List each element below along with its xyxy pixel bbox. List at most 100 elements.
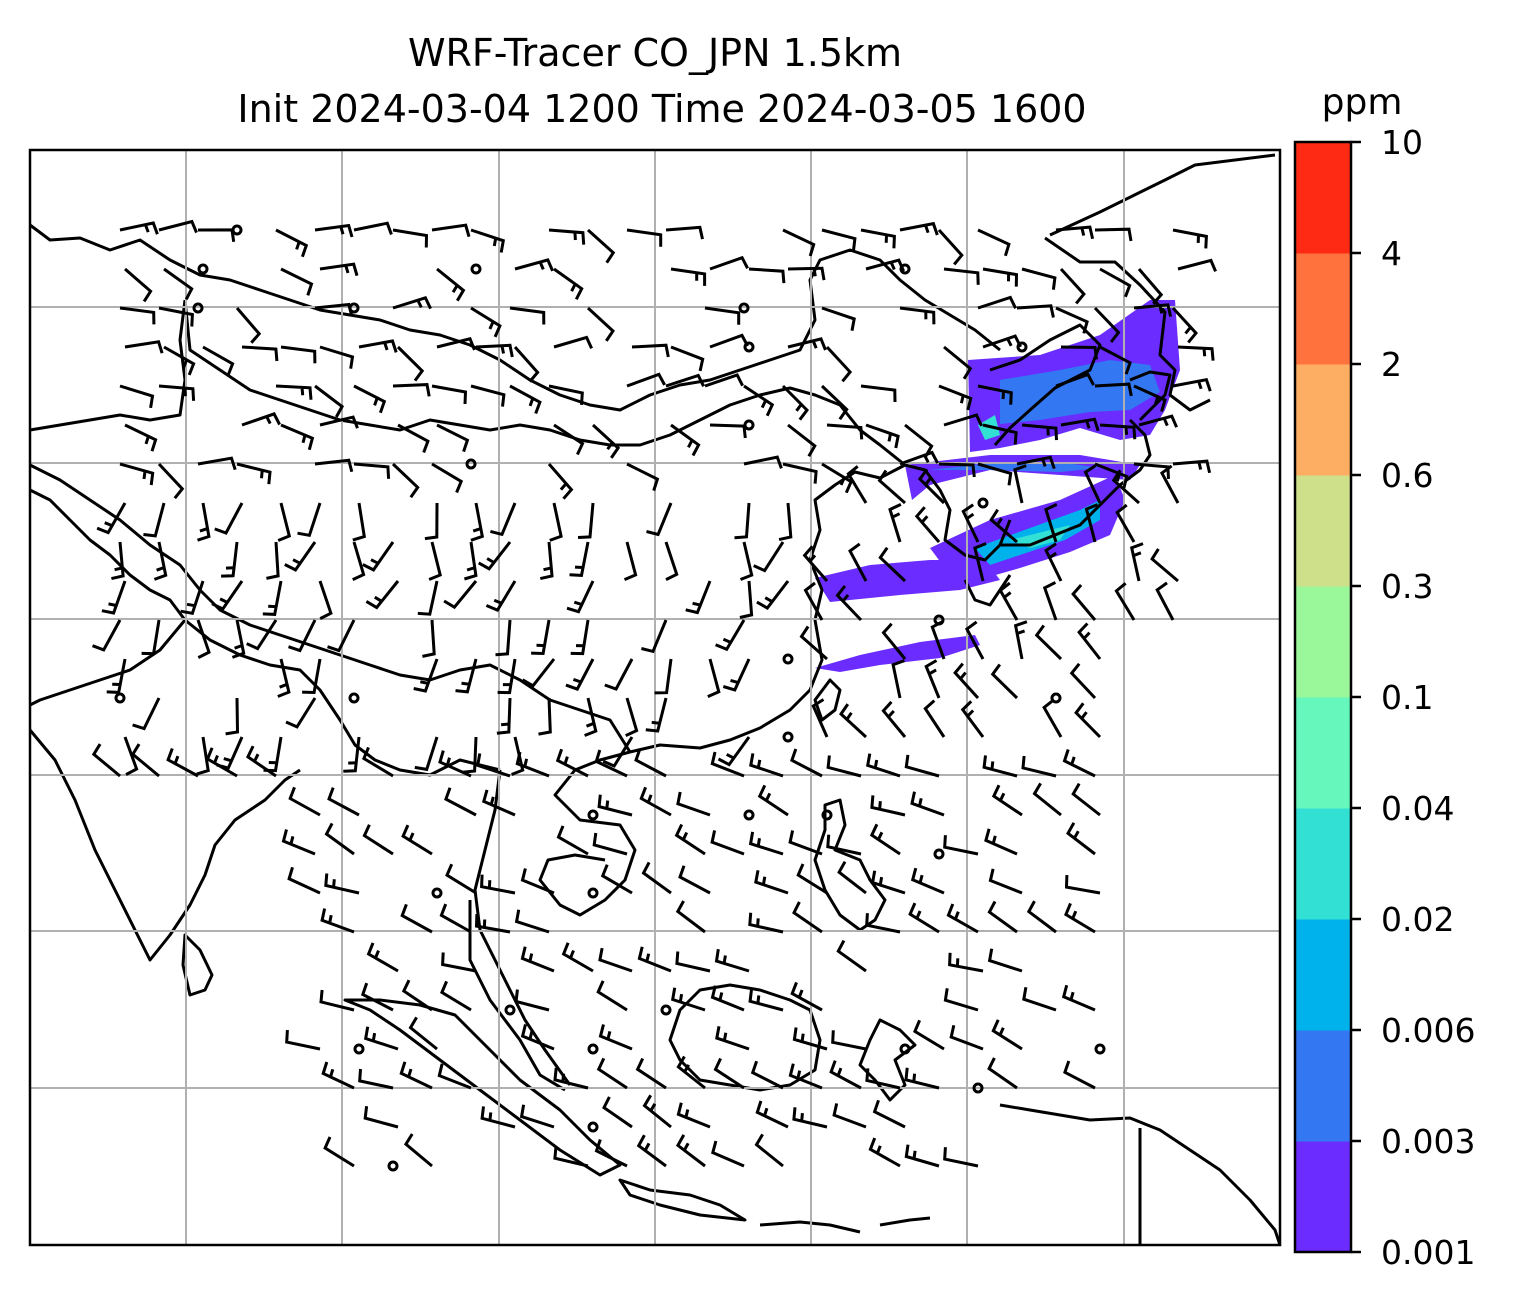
wind-barb (678, 865, 711, 895)
wind-barb (739, 541, 754, 581)
wind-barb (1172, 377, 1212, 392)
colorbar-tick-label: 0.04 (1381, 789, 1454, 828)
wind-barb (1137, 268, 1164, 305)
wind-barb (353, 462, 391, 479)
wind-barb (675, 1134, 706, 1168)
colorbar-ticks: 0.001 0.003 0.006 0.02 0.04 0.1 0.3 0.6 2 4 10 (1351, 123, 1475, 1272)
wind-barb (743, 384, 775, 417)
wind-barb (930, 620, 946, 660)
wind-barb (318, 580, 333, 620)
wind-barb (437, 1063, 472, 1090)
wind-barb (991, 784, 1023, 817)
wind-barb (285, 1030, 321, 1051)
wind-barb (787, 337, 827, 351)
wind-barb (826, 755, 862, 778)
wind-barb (899, 450, 939, 466)
wind-barb (642, 1094, 672, 1129)
coastline-indochina (538, 750, 637, 917)
wind-barb (241, 345, 279, 362)
wind-barb (881, 700, 907, 738)
wind-barb (1094, 227, 1133, 242)
wind-barb (717, 736, 751, 767)
wind-barb (352, 541, 366, 581)
wind-barb (943, 1147, 979, 1168)
wind-barb (399, 1061, 433, 1090)
wind-barb (788, 830, 823, 856)
wind-barb (553, 1067, 589, 1090)
wind-barb (625, 697, 639, 737)
wind-barb (943, 345, 973, 380)
wind-barb (796, 863, 828, 895)
map-frame (28, 148, 1282, 1247)
wind-barb (413, 658, 439, 693)
wind-barb (977, 295, 1017, 310)
wind-barb (1063, 1060, 1096, 1090)
wind-barb (734, 502, 751, 540)
colorbar-segment (1295, 1141, 1351, 1253)
wind-barb (343, 736, 361, 773)
wind-barb (553, 1146, 589, 1168)
wind-barb (391, 462, 420, 499)
wind-barb (1172, 459, 1212, 474)
wind-barb (288, 786, 321, 817)
wind-barb (811, 698, 829, 738)
wind-barb (119, 221, 159, 235)
wind-barb (674, 823, 706, 856)
wind-barb (515, 751, 550, 778)
wind-barb (868, 1137, 901, 1168)
wind-barb (709, 333, 749, 349)
wind-barb (327, 787, 360, 817)
colorbar-tick-label: 0.001 (1381, 1233, 1475, 1272)
wind-barb (553, 423, 585, 456)
wind-barb (521, 658, 556, 688)
wind-barb (91, 743, 121, 778)
wind-barb (675, 951, 711, 973)
coastline-sulawesi (858, 1018, 917, 1102)
wind-barb (1115, 503, 1136, 543)
wind-barb (280, 267, 314, 296)
wind-barb (520, 868, 555, 895)
coastline-hokkaido (1129, 370, 1172, 422)
wind-barb (756, 580, 790, 610)
wind-barb (314, 458, 354, 473)
wind-barb (403, 1133, 433, 1168)
wind-barb (319, 345, 355, 369)
border-south-asia (29, 463, 632, 753)
wind-barb (991, 1019, 1023, 1051)
wind-barb (596, 980, 628, 1012)
wind-barb (943, 988, 979, 1012)
calm-wind-marker (348, 302, 360, 314)
wind-barb (711, 1140, 745, 1168)
wind-barb (923, 699, 946, 738)
wind-barb (400, 903, 433, 934)
wind-barb (362, 824, 394, 856)
colorbar-tick-label: 0.3 (1381, 567, 1433, 606)
coastline-sri-lanka (181, 933, 214, 997)
border-west (29, 299, 187, 432)
wind-barb (670, 345, 705, 372)
wind-barb (826, 834, 862, 856)
wind-barb (431, 223, 471, 238)
wind-barb (598, 947, 633, 973)
wind-barb (495, 619, 512, 657)
wind-barb (455, 658, 478, 694)
wind-barb (675, 900, 706, 934)
calm-wind-marker (587, 1121, 599, 1133)
wind-barb (280, 423, 315, 451)
map-panel[interactable] (28, 148, 1282, 1247)
wind-barb (205, 747, 238, 778)
coastline-lesser-sunda (759, 1216, 931, 1234)
wind-barb (821, 306, 856, 331)
wind-barb (321, 1061, 355, 1090)
wind-barb (475, 343, 514, 358)
colorbar-segment (1295, 586, 1351, 698)
wind-barb (846, 465, 868, 504)
wind-barb (910, 867, 945, 895)
wind-barb (1071, 584, 1097, 621)
wind-barb (441, 952, 477, 973)
wind-barb (753, 541, 785, 573)
wind-barb (401, 979, 433, 1012)
calm-wind-marker (587, 809, 599, 821)
wind-barb (438, 750, 472, 778)
calm-wind-marker (899, 1043, 911, 1055)
